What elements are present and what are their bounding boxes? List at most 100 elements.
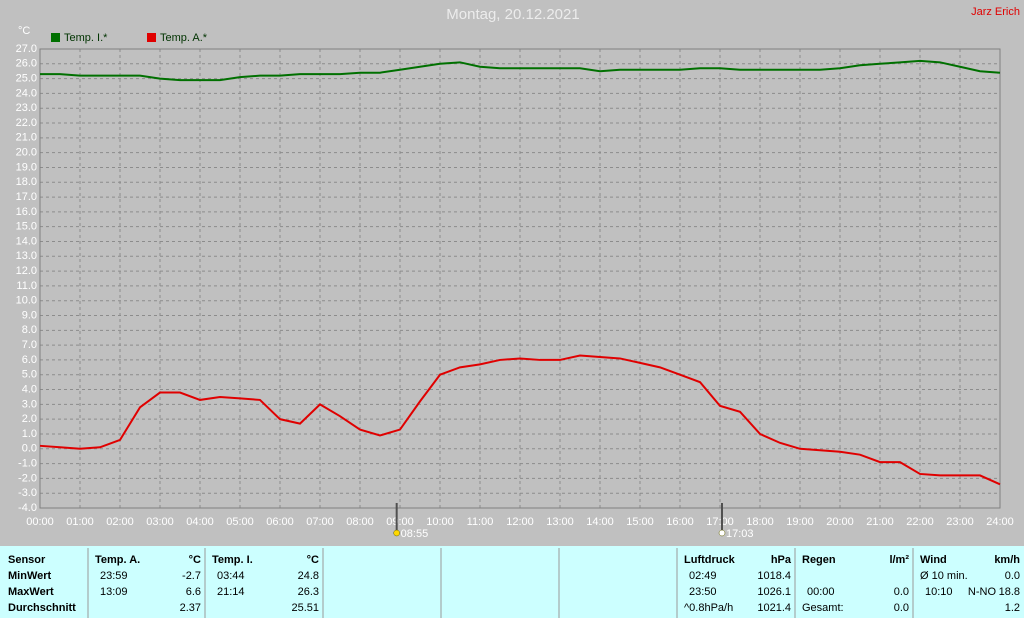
panel-title: Regen [802, 554, 836, 566]
y-tick-label: 6.0 [22, 354, 37, 366]
legend-label: Temp. I.* [64, 32, 108, 44]
cell-value: 0.0 [1005, 570, 1020, 582]
sun-icon [718, 529, 726, 537]
panel-unit: km/h [994, 554, 1020, 566]
cell-time: 23:50 [689, 586, 717, 598]
cell-time: Ø 10 min. [920, 570, 968, 582]
y-tick-label: 8.0 [22, 324, 37, 336]
y-tick-label: 12.0 [16, 265, 37, 277]
corner-label: Jarz Erich [971, 6, 1020, 18]
legend-swatch [147, 33, 156, 42]
x-tick-label: 24:00 [986, 516, 1014, 528]
x-tick-label: 10:00 [426, 516, 454, 528]
cell-value: 1026.1 [757, 586, 791, 598]
x-tick-label: 12:00 [506, 516, 534, 528]
row-label: MinWert [8, 570, 52, 582]
y-tick-label: 14.0 [16, 235, 37, 247]
cell-time: ^0.8hPa/h [684, 602, 733, 614]
y-tick-label: 16.0 [16, 206, 37, 218]
y-tick-label: 19.0 [16, 161, 37, 173]
cell-time: 10:10 [925, 586, 953, 598]
cell-value: 26.3 [298, 586, 319, 598]
y-tick-label: 2.0 [22, 413, 37, 425]
cell-value: 0.0 [894, 586, 909, 598]
x-tick-label: 09:00 [386, 516, 414, 528]
cell-value: 25.51 [291, 602, 319, 614]
row-label: Durchschnitt [8, 602, 76, 614]
x-tick-label: 23:00 [946, 516, 974, 528]
y-tick-label: 18.0 [16, 176, 37, 188]
y-tick-label: 7.0 [22, 339, 37, 351]
x-tick-label: 16:00 [666, 516, 694, 528]
x-tick-label: 00:00 [26, 516, 54, 528]
y-tick-label: 23.0 [16, 102, 37, 114]
y-tick-label: 1.0 [22, 428, 37, 440]
legend-label: Temp. A.* [160, 32, 208, 44]
x-tick-label: 06:00 [266, 516, 294, 528]
cell-time: 23:59 [100, 570, 128, 582]
chart-title: Montag, 20.12.2021 [446, 6, 579, 23]
y-tick-label: 21.0 [16, 132, 37, 144]
cell-value: 24.8 [298, 570, 319, 582]
cell-dir: N-NO [968, 586, 997, 598]
x-tick-label: 13:00 [546, 516, 574, 528]
cell-time: Gesamt: [802, 602, 844, 614]
sun-icon [393, 529, 400, 537]
cell-time: 21:14 [217, 586, 245, 598]
y-tick-label: 24.0 [16, 87, 37, 99]
x-tick-label: 19:00 [786, 516, 814, 528]
panel-unit: °C [189, 554, 201, 566]
x-tick-label: 22:00 [906, 516, 934, 528]
cell-time: 02:49 [689, 570, 717, 582]
cell-value: -2.7 [182, 570, 201, 582]
y-tick-label: 11.0 [16, 280, 37, 292]
x-tick-label: 17:00 [706, 516, 734, 528]
x-tick-label: 08:00 [346, 516, 374, 528]
series-line [39, 354, 1001, 486]
y-tick-label: 4.0 [22, 383, 37, 395]
y-tick-label: 10.0 [16, 295, 37, 307]
series-line [40, 59, 1001, 82]
x-tick-label: 03:00 [146, 516, 174, 528]
cell-time: 00:00 [807, 586, 835, 598]
x-tick-label: 04:00 [186, 516, 214, 528]
x-tick-label: 21:00 [866, 516, 894, 528]
annotation-label: 17:03 [726, 528, 754, 540]
x-tick-label: 14:00 [586, 516, 614, 528]
y-tick-label: 15.0 [16, 221, 37, 233]
y-tick-label: 3.0 [22, 398, 37, 410]
y-unit: °C [18, 25, 30, 37]
cell-value: 6.6 [186, 586, 201, 598]
panel-title: Temp. I. [212, 554, 253, 566]
panel-title: Temp. A. [95, 554, 140, 566]
y-tick-label: 13.0 [16, 250, 37, 262]
cell-value: 0.0 [894, 602, 909, 614]
x-tick-label: 15:00 [626, 516, 654, 528]
cell-time: 03:44 [217, 570, 245, 582]
legend-swatch [51, 33, 60, 42]
plot-frame [39, 48, 1001, 509]
x-tick-label: 01:00 [66, 516, 94, 528]
y-tick-label: -4.0 [18, 502, 37, 514]
cell-time: 13:09 [100, 586, 128, 598]
panel-title: Wind [920, 554, 947, 566]
row-label: MaxWert [8, 586, 54, 598]
y-tick-label: 5.0 [22, 369, 37, 381]
panel-unit: l/m² [889, 554, 909, 566]
y-tick-label: 20.0 [16, 147, 37, 159]
y-tick-label: 0.0 [22, 443, 37, 455]
cell-value: 1.2 [1005, 602, 1020, 614]
cell-value: 1021.4 [757, 602, 791, 614]
y-tick-label: -2.0 [18, 472, 37, 484]
y-tick-label: 26.0 [16, 58, 37, 70]
cell-value: 2.37 [180, 602, 201, 614]
annotation-label: 08:55 [401, 528, 429, 540]
panel-unit: °C [307, 554, 319, 566]
x-tick-label: 20:00 [826, 516, 854, 528]
x-tick-label: 11:00 [467, 516, 494, 528]
cell-value: 1018.4 [757, 570, 791, 582]
y-tick-label: -1.0 [18, 457, 37, 469]
y-tick-label: 17.0 [16, 191, 37, 203]
x-tick-label: 05:00 [226, 516, 254, 528]
